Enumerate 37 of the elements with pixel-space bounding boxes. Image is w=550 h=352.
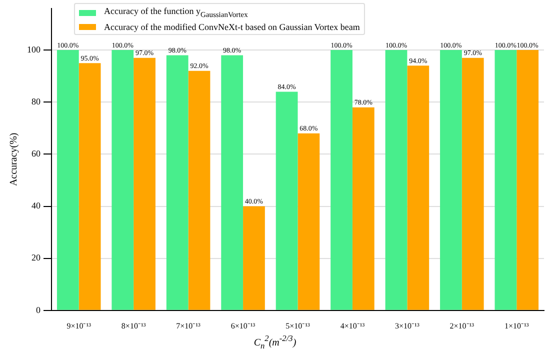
- legend-label: Accuracy of the function y$_{GaussianVortex}$: [104, 5, 248, 21]
- bar: [221, 55, 244, 310]
- y-tick-label: 100: [27, 44, 41, 54]
- bar: [385, 50, 408, 310]
- bar: [298, 133, 320, 310]
- y-tick-label: 40: [32, 200, 41, 211]
- x-tick-label: 8×10⁻¹³: [121, 321, 146, 330]
- x-tick-label: 7×10⁻¹³: [176, 321, 202, 330]
- bar: [440, 50, 462, 310]
- x-tick-label: 4×10⁻¹³: [340, 321, 366, 330]
- bar: [112, 50, 134, 310]
- bar: [166, 55, 188, 310]
- y-tick-label: 80: [32, 96, 41, 106]
- bar: [188, 70, 210, 310]
- x-tick-label: 9×10⁻¹³: [66, 321, 92, 330]
- bar: [56, 50, 79, 310]
- bar: [276, 92, 298, 310]
- bar: [243, 206, 265, 310]
- legend-label: Accuracy of the modified ConvNeXt-t based on Gaussian Vortex beam: [104, 20, 360, 33]
- y-tick-label: 60: [32, 148, 41, 159]
- y-tick-label: 0: [36, 304, 41, 315]
- x-tick-label: 1×10⁻¹³: [504, 321, 530, 330]
- bar: [352, 107, 374, 310]
- x-tick-label: 3×10⁻¹³: [395, 321, 420, 330]
- bar: [494, 50, 517, 310]
- bar: [516, 50, 539, 310]
- bar: [407, 66, 430, 310]
- x-axis-title: C$_{n}$$^{2}$(m$^{-2/3}$): [252, 333, 298, 352]
- x-tick-label: 6×10⁻¹³: [230, 321, 256, 330]
- y-tick-label: 20: [32, 252, 41, 263]
- bar: [78, 63, 101, 310]
- x-tick-label: 5×10⁻¹³: [286, 321, 311, 330]
- bar: [330, 50, 352, 310]
- x-tick-label: 2×10⁻¹³: [450, 321, 475, 330]
- bar: [134, 58, 156, 310]
- y-axis-title: Accuracy(%): [8, 132, 20, 186]
- bar: [462, 58, 484, 310]
